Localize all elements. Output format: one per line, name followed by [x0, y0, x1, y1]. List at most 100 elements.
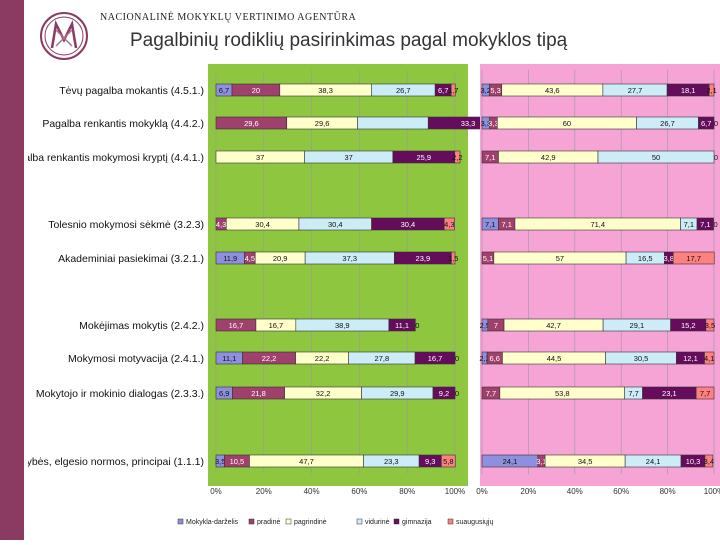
right-data-label: 3,3 [488, 119, 498, 128]
left-bar-segment [432, 386, 456, 400]
right-data-label: 71,4 [590, 220, 605, 229]
left-data-label: 9,3 [425, 457, 435, 466]
left-data-label: 9,2 [439, 389, 449, 398]
left-data-label: 23,9 [416, 254, 431, 263]
right-data-label: 43,6 [545, 86, 560, 95]
right-data-label: 0 [714, 153, 718, 162]
right-data-label: 5,1 [483, 254, 493, 263]
legend-swatch [447, 518, 454, 525]
right-data-label: 26,7 [660, 119, 675, 128]
agency-logo [40, 12, 88, 60]
right-data-label: 53,8 [555, 389, 570, 398]
right-data-label: 60 [563, 119, 571, 128]
right-data-label: 3,1 [536, 457, 546, 466]
left-data-label: 27,8 [375, 354, 390, 363]
category-label: Pagalba renkantis mokymosi kryptį (4.4.1… [28, 152, 204, 164]
left-data-label: 29,6 [315, 119, 330, 128]
left-data-label: 11,9 [223, 254, 237, 263]
right-x-tick-label: 100% [704, 487, 720, 496]
legend-swatch [248, 518, 255, 525]
left-data-label: 0 [455, 354, 459, 363]
right-bar-segment [695, 386, 715, 400]
right-data-label: 24,1 [646, 457, 661, 466]
right-data-label: 50 [652, 153, 660, 162]
chart-panel: 0% 20% 40% 60% 80% 100% Tėvų pagalba mokantis … [6, 64, 720, 540]
right-x-tick-label: 20% [520, 487, 536, 496]
left-x-tick-label: 60% [351, 487, 367, 496]
left-plot-background [208, 64, 468, 486]
left-data-label: 6,7 [438, 86, 448, 95]
left-data-label: 16,7 [229, 321, 244, 330]
legend-swatch [393, 518, 400, 525]
right-data-label: 0 [714, 153, 718, 162]
left-data-label: 37 [344, 153, 352, 162]
legend-label: pradinė [257, 519, 280, 526]
right-data-label: 17,7 [686, 254, 701, 263]
left-data-label: 37 [256, 153, 264, 162]
right-x-tick-label: 40% [567, 487, 583, 496]
left-data-label: 29,9 [390, 389, 405, 398]
left-x-tick-label: 40% [304, 487, 320, 496]
left-x-tick-label: 0% [210, 487, 222, 496]
right-bar-segment [698, 116, 715, 130]
right-bar-segment [597, 150, 715, 164]
right-data-label: 7 [494, 321, 498, 330]
right-data-label: 34,5 [578, 457, 593, 466]
left-bar-segment [388, 318, 416, 332]
right-data-label: 0 [714, 119, 718, 128]
right-data-label: 3,8 [664, 254, 674, 263]
left-data-label: 16,7 [428, 354, 443, 363]
right-data-label: 15,2 [681, 321, 696, 330]
legend-label: suaugusiųjų [456, 519, 493, 526]
right-x-tick-label: 0% [476, 487, 488, 496]
right-data-label: 57 [556, 254, 564, 263]
left-bar-segment [414, 351, 456, 365]
right-data-label: 7,1 [485, 220, 495, 229]
left-bar-segment [443, 217, 455, 231]
category-label: Akademiniai pasiekimai (3.2.1.) [58, 253, 204, 265]
page-title: Pagalbinių rodiklių pasirinkimas pagal m… [130, 30, 568, 51]
right-data-label: 7,1 [501, 220, 511, 229]
left-data-label: 4,3 [216, 220, 226, 229]
left-bar-segment [451, 251, 456, 265]
left-data-label: 20,9 [273, 254, 288, 263]
right-data-label: 6,7 [701, 119, 711, 128]
right-data-label: 3,4 [704, 457, 714, 466]
left-x-tick-label: 80% [399, 487, 415, 496]
right-data-label: 7,7 [486, 389, 496, 398]
left-data-label: 47,7 [299, 457, 314, 466]
right-data-label: 7,7 [700, 389, 710, 398]
right-plot-background [480, 64, 720, 486]
right-data-label: 3,5 [705, 321, 715, 330]
left-data-label: 1,5 [448, 254, 458, 263]
category-label: Tolesnio mokymosi sėkmė (3.2.3) [48, 219, 204, 231]
left-data-label: 16,7 [269, 321, 284, 330]
right-data-label: 2,1 [706, 86, 716, 95]
right-data-label: 7,1 [485, 153, 495, 162]
right-data-label: 4,1 [704, 354, 714, 363]
right-data-label: 29,1 [630, 321, 645, 330]
right-data-label: 5,3 [490, 86, 500, 95]
left-data-label: 11,1 [395, 321, 409, 330]
right-data-label: 27,7 [628, 86, 643, 95]
left-data-label: 32,2 [316, 389, 331, 398]
left-x-tick-label: 100% [445, 487, 465, 496]
left-data-label: 29,6 [244, 119, 259, 128]
left-data-label: 37,3 [342, 254, 357, 263]
left-bar-segment [450, 83, 456, 97]
left-x-tick-label: 20% [256, 487, 272, 496]
legend-label: vidurinė [365, 519, 390, 526]
left-data-label: 30,4 [328, 220, 343, 229]
left-bar-segment [357, 116, 429, 130]
right-bar-segment [704, 454, 714, 468]
right-data-label: 0 [713, 220, 717, 229]
legend-label: Mokykla-darželis [186, 519, 239, 526]
right-data-label: 7,1 [700, 220, 710, 229]
legend-swatch [356, 518, 363, 525]
right-data-label: 7,1 [684, 220, 694, 229]
right-data-label: 12,1 [683, 354, 698, 363]
agency-name: NACIONALINĖ MOKYKLŲ VERTINIMO AGENTŪRA [100, 12, 357, 23]
left-data-label: 5,8 [443, 457, 453, 466]
right-data-label: 30,5 [634, 354, 649, 363]
right-data-label: 2,5 [480, 321, 490, 330]
